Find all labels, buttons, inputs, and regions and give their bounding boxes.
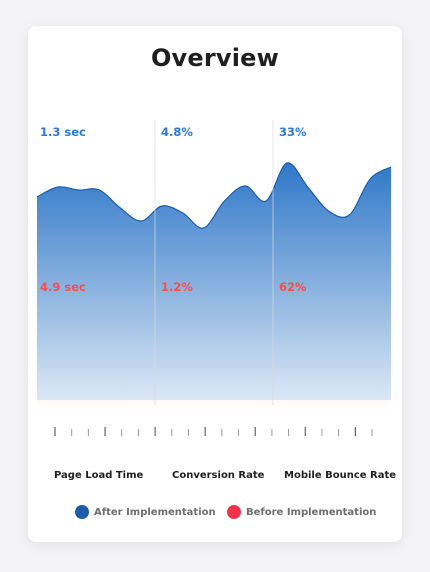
legend-after: After Implementation	[75, 505, 216, 519]
category-label-bounce: Mobile Bounce Rate	[284, 470, 397, 481]
legend-before: Before Implementation	[227, 505, 376, 519]
before-value-page-load: 4.9 sec	[40, 280, 86, 294]
legend-before-dot-icon	[227, 505, 241, 519]
chart-title: Overview	[150, 44, 280, 72]
after-value-page-load: 1.3 sec	[40, 125, 86, 139]
before-value-conversion: 1.2%	[161, 280, 193, 294]
area-after	[37, 162, 391, 400]
line-after	[36, 162, 392, 229]
after-value-conversion: 4.8%	[161, 125, 193, 139]
after-value-bounce: 33%	[279, 125, 307, 139]
category-label-conversion: Conversion Rate	[172, 470, 265, 481]
legend-after-dot-icon	[75, 505, 89, 519]
legend-after-label: After Implementation	[94, 506, 216, 518]
category-label-page-load: Page Load Time	[54, 470, 144, 481]
before-value-bounce: 62%	[279, 280, 307, 294]
legend-before-label: Before Implementation	[246, 506, 377, 518]
